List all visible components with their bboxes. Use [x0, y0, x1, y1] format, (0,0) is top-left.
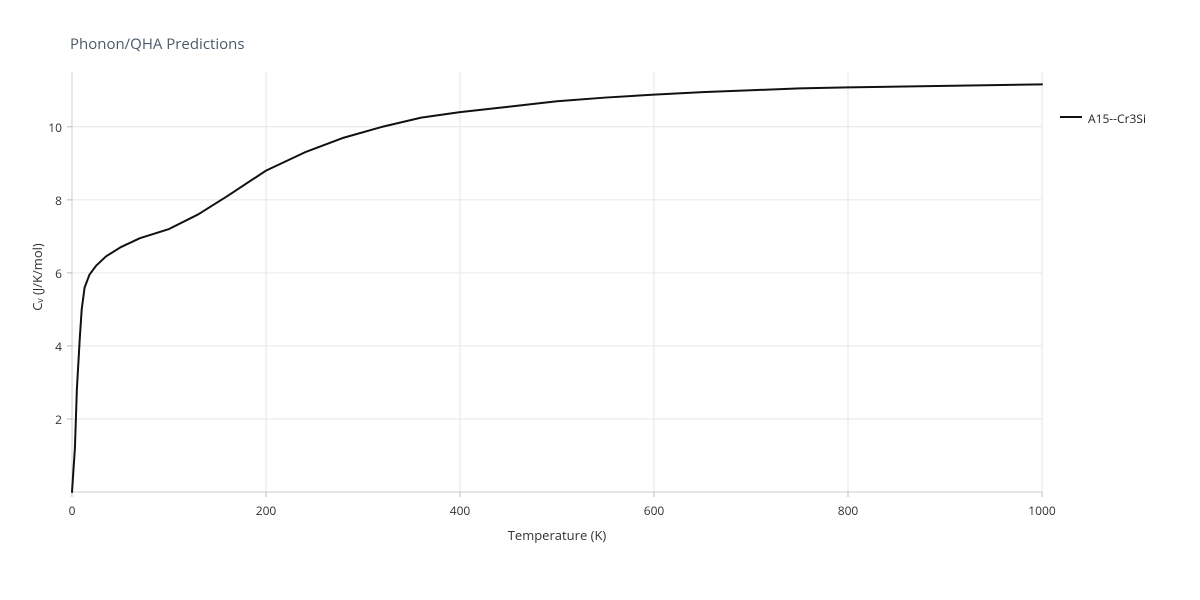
legend-label: A15--Cr3Si — [1088, 110, 1146, 127]
y-tick-label: 8 — [37, 192, 62, 209]
x-tick-label: 0 — [57, 502, 87, 519]
y-tick-label: 4 — [37, 338, 62, 355]
x-tick-label: 1000 — [1027, 502, 1057, 519]
x-tick-label: 800 — [833, 502, 863, 519]
y-tick-label: 6 — [37, 265, 62, 282]
chart-svg — [0, 0, 1200, 600]
legend-swatch — [1060, 116, 1082, 118]
x-tick-label: 400 — [445, 502, 475, 519]
y-tick-label: 2 — [37, 411, 62, 428]
x-axis-label: Temperature (K) — [497, 526, 617, 544]
chart-container: Phonon/QHA Predictions Temperature (K) C… — [0, 0, 1200, 600]
x-tick-label: 200 — [251, 502, 281, 519]
x-tick-label: 600 — [639, 502, 669, 519]
y-tick-label: 10 — [37, 119, 62, 136]
